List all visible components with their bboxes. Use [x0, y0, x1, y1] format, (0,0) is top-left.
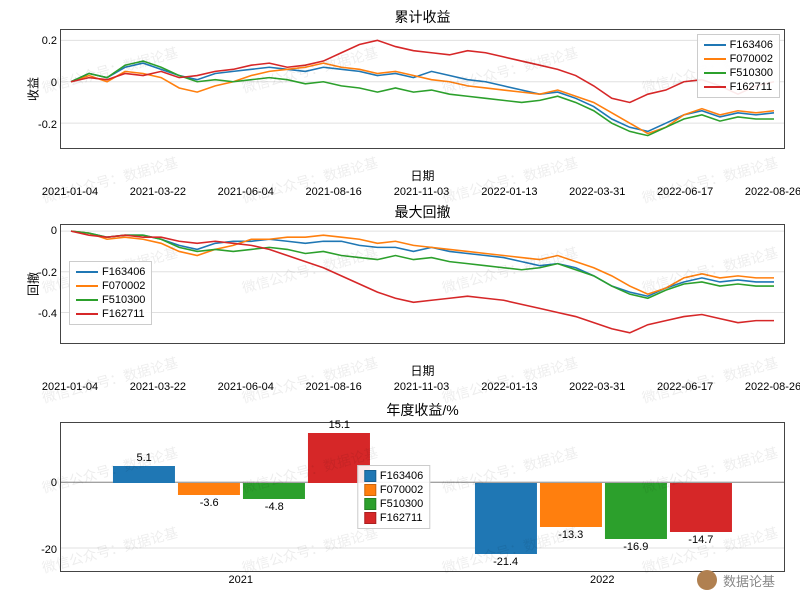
xticks: 20212022 [60, 574, 785, 588]
bar-label: 5.1 [136, 452, 151, 464]
attribution-text: 数据论基 [723, 571, 775, 590]
legend-swatch [704, 86, 726, 88]
legend-label: F510300 [380, 497, 423, 511]
legend-swatch [364, 498, 376, 510]
bar-2021-F510300 [243, 483, 305, 499]
bar-label: -3.6 [200, 497, 219, 509]
legend: F163406F070002F510300F162711 [697, 34, 780, 98]
bar-2022-F162711 [670, 483, 732, 532]
avatar-icon [697, 570, 717, 590]
bar-2021-F070002 [178, 483, 240, 495]
legend: F163406F070002F510300F162711 [357, 465, 430, 529]
series-F510300 [71, 61, 774, 136]
bar-label: -21.4 [493, 556, 518, 568]
bar-label: -13.3 [558, 529, 583, 541]
plot-area-drawdown: 回撤 -0.4-0.20 F163406F070002F510300F16271… [60, 224, 785, 344]
bar-2021-F163406 [113, 466, 175, 483]
panel-annual-returns: 年度收益/% -200 5.1-3.6-4.815.1-21.4-13.3-16… [60, 398, 785, 572]
legend-label: F070002 [380, 483, 423, 497]
legend-swatch [364, 470, 376, 482]
series-F163406 [71, 63, 774, 131]
chart-title: 累计收益 [60, 7, 785, 27]
legend-label: F162711 [380, 511, 423, 525]
legend: F163406F070002F510300F162711 [69, 261, 152, 325]
chart-title: 最大回撤 [60, 202, 785, 222]
bar-label: 15.1 [329, 419, 350, 431]
panel-max-drawdown: 最大回撤 回撤 -0.4-0.20 F163406F070002F510300F… [60, 200, 785, 379]
attribution: 数据论基 [697, 570, 775, 590]
bar-2022-F070002 [540, 483, 602, 527]
legend-swatch [364, 484, 376, 496]
chart-title: 年度收益/% [60, 400, 785, 420]
legend-label: F162711 [730, 80, 773, 94]
yticks: -200 [19, 423, 57, 571]
legend-swatch [704, 44, 726, 46]
plot-area-cumulative: 收益 -0.200.2 F163406F070002F510300F162711 [60, 29, 785, 149]
legend-label: F163406 [380, 469, 423, 483]
legend-label: F510300 [102, 293, 145, 307]
bar-2022-F163406 [475, 483, 537, 554]
legend-label: F070002 [102, 279, 145, 293]
series-F162711 [71, 40, 774, 102]
legend-label: F163406 [730, 38, 773, 52]
bar-2022-F510300 [605, 483, 667, 539]
bar-label: -16.9 [623, 541, 648, 553]
legend-label: F162711 [102, 307, 145, 321]
legend-swatch [76, 285, 98, 287]
legend-label: F070002 [730, 52, 773, 66]
panel-cumulative-returns: 累计收益 收益 -0.200.2 F163406F070002F510300F1… [60, 5, 785, 184]
legend-label: F510300 [730, 66, 773, 80]
yticks: -0.200.2 [19, 30, 57, 148]
legend-swatch [76, 271, 98, 273]
legend-swatch [704, 72, 726, 74]
xticks: 2021-01-042021-03-222021-06-042021-08-16… [60, 381, 785, 395]
yticks: -0.4-0.20 [19, 225, 57, 343]
xticks: 2021-01-042021-03-222021-06-042021-08-16… [60, 186, 785, 200]
xlabel: 日期 [60, 362, 785, 379]
bar-label: -4.8 [265, 501, 284, 513]
legend-swatch [364, 512, 376, 524]
bar-label: -14.7 [688, 534, 713, 546]
xlabel: 日期 [60, 167, 785, 184]
legend-swatch [76, 313, 98, 315]
legend-swatch [76, 299, 98, 301]
plot-area-annual: -200 5.1-3.6-4.815.1-21.4-13.3-16.9-14.7… [60, 422, 785, 572]
legend-swatch [704, 58, 726, 60]
legend-label: F163406 [102, 265, 145, 279]
